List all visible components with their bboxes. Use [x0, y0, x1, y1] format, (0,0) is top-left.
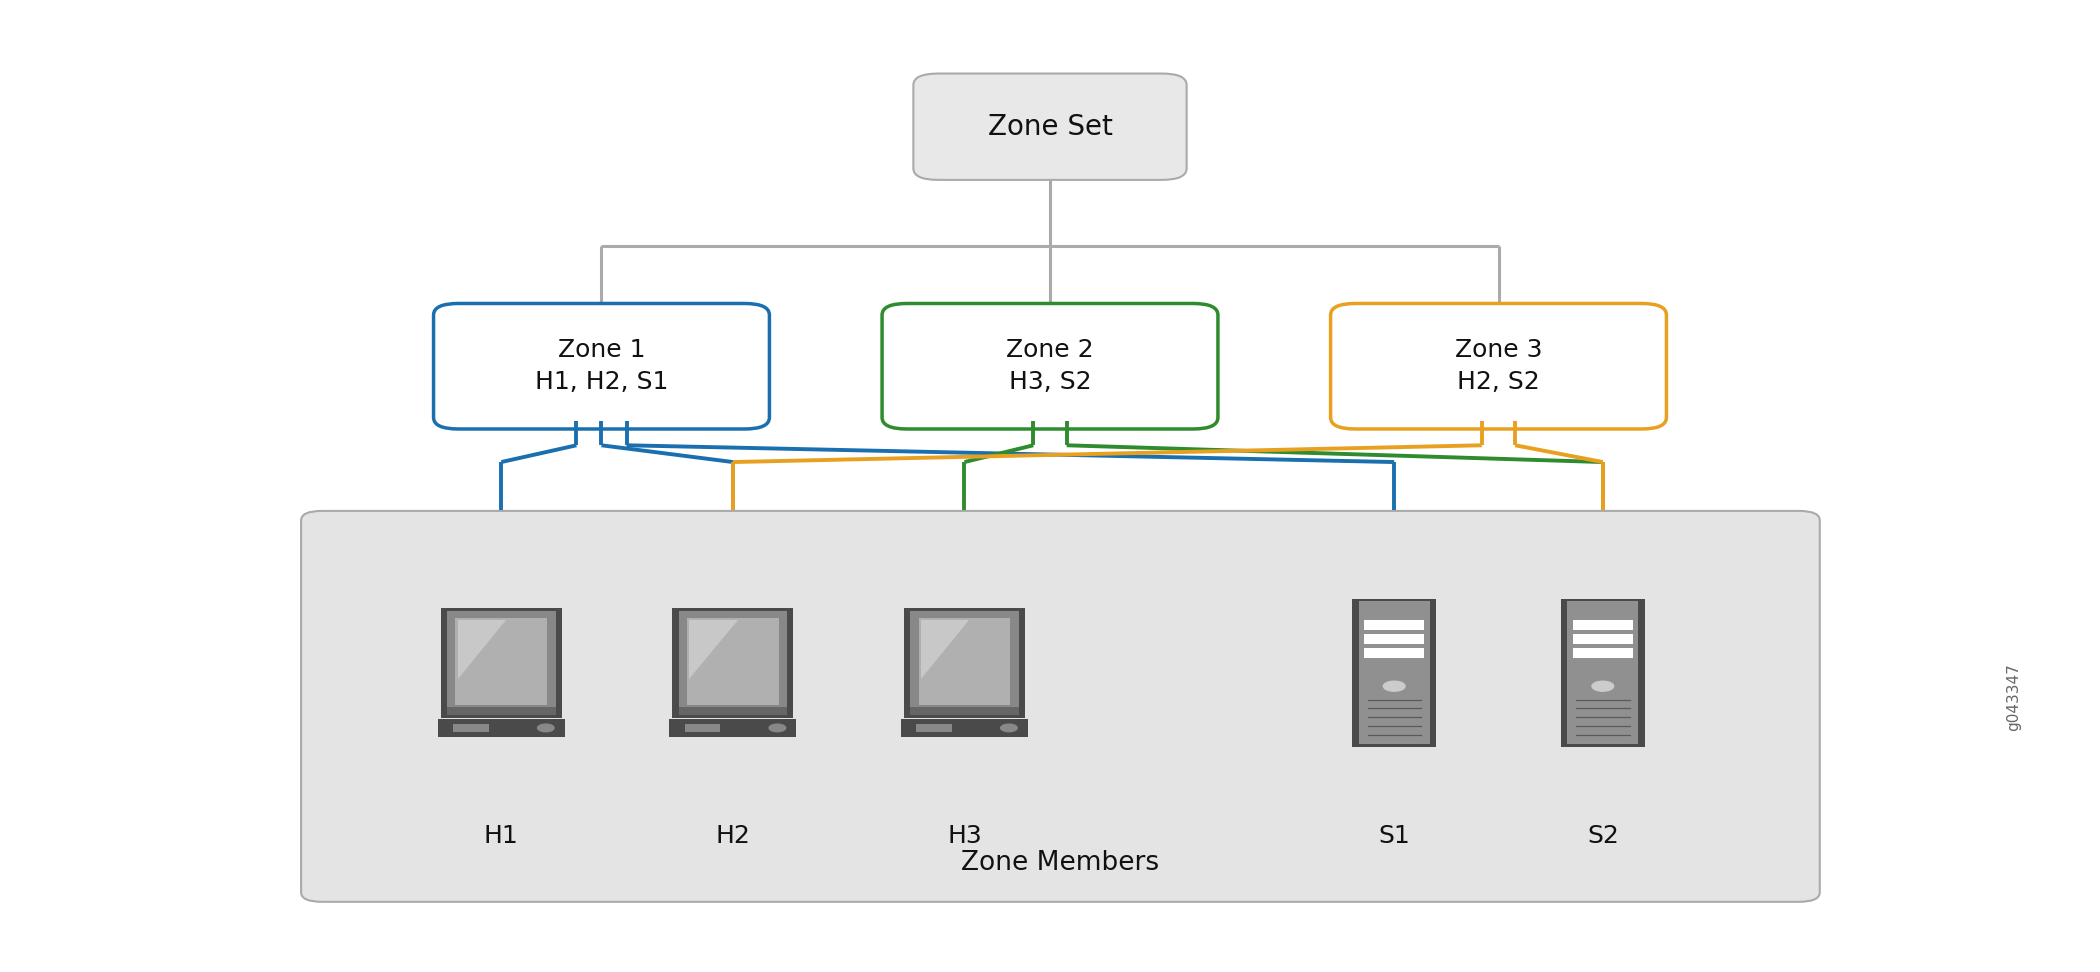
FancyBboxPatch shape — [916, 723, 951, 732]
Text: Zone 3
H2, S2: Zone 3 H2, S2 — [1455, 338, 1541, 394]
FancyBboxPatch shape — [901, 719, 1029, 737]
Text: H1: H1 — [483, 823, 519, 848]
FancyBboxPatch shape — [678, 707, 788, 715]
FancyBboxPatch shape — [903, 608, 1025, 718]
FancyBboxPatch shape — [447, 707, 556, 715]
FancyBboxPatch shape — [687, 618, 779, 705]
Text: S1: S1 — [1378, 823, 1409, 848]
FancyBboxPatch shape — [670, 719, 796, 737]
FancyBboxPatch shape — [1573, 648, 1634, 658]
FancyBboxPatch shape — [447, 611, 556, 715]
Text: H3: H3 — [947, 823, 983, 848]
FancyBboxPatch shape — [433, 303, 769, 429]
Text: Zone Members: Zone Members — [962, 850, 1159, 877]
FancyBboxPatch shape — [909, 611, 1018, 715]
FancyBboxPatch shape — [300, 511, 1821, 902]
Polygon shape — [689, 620, 737, 678]
FancyBboxPatch shape — [1352, 599, 1436, 747]
Text: g043347: g043347 — [2006, 663, 2022, 731]
FancyBboxPatch shape — [1365, 648, 1424, 658]
FancyBboxPatch shape — [441, 608, 563, 718]
FancyBboxPatch shape — [456, 618, 548, 705]
Polygon shape — [458, 620, 506, 678]
FancyBboxPatch shape — [678, 611, 788, 715]
FancyBboxPatch shape — [685, 723, 720, 732]
FancyBboxPatch shape — [914, 74, 1186, 180]
FancyBboxPatch shape — [454, 723, 489, 732]
FancyBboxPatch shape — [437, 719, 565, 737]
FancyBboxPatch shape — [1573, 620, 1634, 630]
Text: Zone Set: Zone Set — [987, 113, 1113, 141]
FancyBboxPatch shape — [1359, 602, 1430, 745]
FancyBboxPatch shape — [909, 707, 1018, 715]
Text: Zone 2
H3, S2: Zone 2 H3, S2 — [1006, 338, 1094, 394]
FancyBboxPatch shape — [672, 608, 794, 718]
Text: Zone 1
H1, H2, S1: Zone 1 H1, H2, S1 — [536, 338, 668, 394]
Circle shape — [1002, 724, 1016, 732]
FancyBboxPatch shape — [1365, 620, 1424, 630]
FancyBboxPatch shape — [1560, 599, 1644, 747]
FancyBboxPatch shape — [1331, 303, 1667, 429]
FancyBboxPatch shape — [1567, 602, 1638, 745]
FancyBboxPatch shape — [1573, 634, 1634, 643]
Circle shape — [1592, 681, 1613, 691]
Text: S2: S2 — [1588, 823, 1619, 848]
Polygon shape — [920, 620, 968, 678]
Text: H2: H2 — [716, 823, 750, 848]
Circle shape — [769, 724, 785, 732]
Circle shape — [1384, 681, 1405, 691]
FancyBboxPatch shape — [1365, 634, 1424, 643]
FancyBboxPatch shape — [918, 618, 1010, 705]
Circle shape — [538, 724, 554, 732]
FancyBboxPatch shape — [882, 303, 1218, 429]
